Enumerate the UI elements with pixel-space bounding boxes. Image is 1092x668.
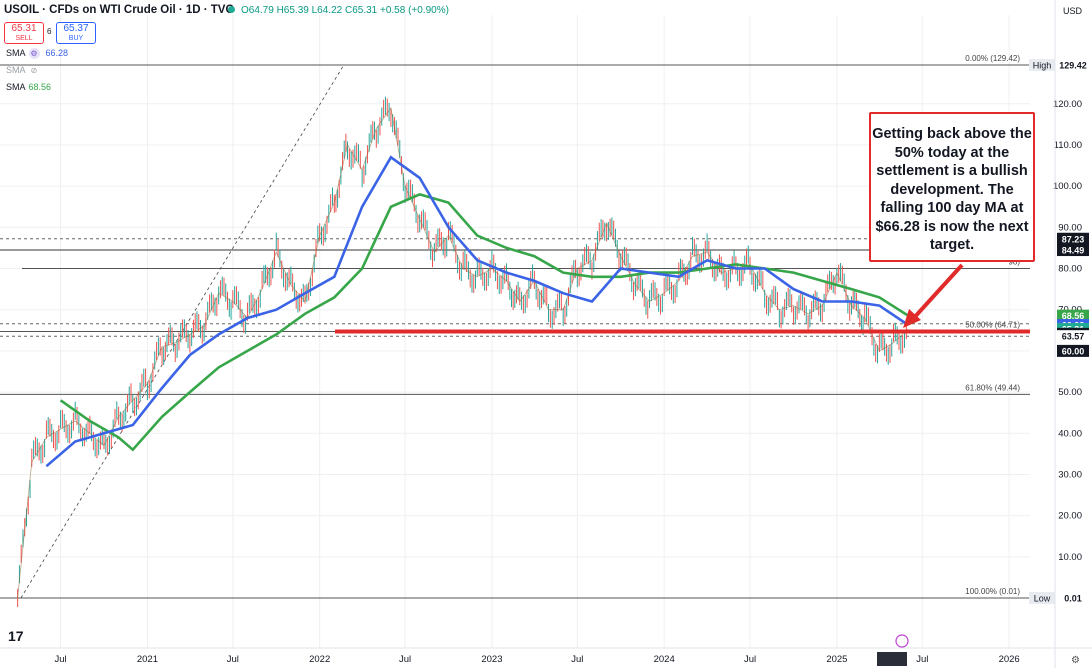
- sell-button[interactable]: 65.31 SELL: [4, 22, 44, 44]
- symbol-title[interactable]: USOIL · CFDs on WTI Crude Oil · 1D · TVC: [4, 4, 234, 16]
- price-label-bg: [1057, 591, 1089, 604]
- sell-label: SELL: [15, 35, 33, 42]
- callout-arrow-line: [910, 263, 964, 322]
- price-label: 63.57: [1062, 332, 1085, 342]
- x-tick-label: 2022: [309, 654, 330, 665]
- buy-price: 65.37: [63, 23, 89, 34]
- sma-100-line: [45, 155, 909, 468]
- price-tag-bg: [1029, 591, 1055, 604]
- settings-gear-icon[interactable]: ⚙: [1071, 655, 1080, 666]
- price-tag: High: [1033, 61, 1052, 71]
- indicator-label: SMA: [6, 65, 26, 75]
- y-tick-label: 40.00: [1058, 428, 1082, 439]
- price-label: 60.00: [1062, 346, 1085, 356]
- y-tick-label: 10.00: [1058, 552, 1082, 563]
- x-tick-label: Jul: [227, 654, 239, 665]
- price-label-bg: [1057, 344, 1089, 357]
- fib-level-label: 98): [1008, 258, 1020, 267]
- y-tick-label: 110.00: [1054, 140, 1082, 151]
- fib-level-label: 0.00% (129.42): [965, 54, 1020, 63]
- price-tag: Low: [1034, 593, 1051, 603]
- chart-header: USOIL · CFDs on WTI Crude Oil · 1D · TVC…: [0, 0, 1040, 22]
- price-line: [17, 106, 909, 599]
- ohlc-readout: O64.79 H65.39 L64.22 C65.31 +0.58 (+0.90…: [241, 5, 449, 16]
- x-tick-label: 2023: [481, 654, 502, 665]
- x-tick-label: Jul: [55, 654, 67, 665]
- indicator-sma-hidden[interactable]: SMA ⊘: [6, 65, 43, 76]
- current-date-marker: [877, 652, 907, 666]
- candles: [17, 96, 907, 608]
- currency-label[interactable]: USD: [1062, 6, 1082, 16]
- price-label-bg: [1057, 244, 1089, 257]
- price-label: 87.23: [1062, 234, 1085, 244]
- x-tick-label: Jul: [744, 654, 756, 665]
- x-tick-label: 2024: [654, 654, 675, 665]
- annotation-callout: Getting back above the 50% today at the …: [869, 112, 1035, 262]
- x-tick-label: Jul: [916, 654, 928, 665]
- indicator-label: SMA: [6, 82, 26, 92]
- price-label-bg: [1057, 309, 1089, 322]
- indicator-sma-100[interactable]: SMA ⚙ 66.28: [6, 48, 69, 60]
- y-tick-label: 50.00: [1058, 387, 1082, 398]
- fib-level-label: 100.00% (0.01): [965, 587, 1020, 596]
- buy-button[interactable]: 65.37 BUY: [56, 22, 96, 44]
- sell-price: 65.31: [11, 23, 37, 34]
- indicator-sma-200[interactable]: SMA 68.56: [6, 82, 51, 92]
- fib-level-label: 50.00% (64.71): [965, 321, 1020, 330]
- market-status-icon: [228, 6, 235, 13]
- y-tick-label: 90.00: [1058, 222, 1082, 233]
- y-tick-label: 100.00: [1053, 181, 1082, 192]
- indicator-value: 66.28: [45, 48, 69, 58]
- fib-trend-line: [20, 64, 345, 599]
- x-tick-label: 2026: [999, 654, 1020, 665]
- price-tag-bg: [1029, 59, 1055, 71]
- fib-level-label: 61.80% (49.44): [965, 383, 1020, 392]
- x-tick-label: 2021: [137, 654, 158, 665]
- price-label-bg: [1057, 232, 1089, 245]
- indicator-label: SMA: [6, 48, 26, 58]
- settings-icon[interactable]: ⚙: [28, 48, 40, 60]
- price-label-bg: [1057, 330, 1089, 343]
- y-tick-label: 120.00: [1053, 99, 1082, 110]
- price-label: 68.56: [1062, 311, 1085, 321]
- buy-label: BUY: [68, 35, 84, 42]
- y-tick-label: 20.00: [1058, 511, 1082, 522]
- indicator-value: 68.56: [28, 82, 52, 92]
- eye-off-icon[interactable]: ⊘: [30, 66, 38, 76]
- x-tick-label: Jul: [571, 654, 583, 665]
- x-tick-label: Jul: [399, 654, 411, 665]
- y-tick-label: 80.00: [1058, 264, 1082, 275]
- callout-arrow-head: [903, 309, 921, 328]
- y-tick-label: 30.00: [1058, 469, 1082, 480]
- event-icon: [895, 634, 909, 648]
- price-label: 0.01: [1064, 593, 1082, 603]
- price-label: 84.49: [1062, 246, 1085, 256]
- x-tick-label: 2025: [826, 654, 847, 665]
- spread-value: 6: [47, 27, 52, 36]
- tradingview-logo-icon: 17: [8, 628, 24, 644]
- price-label-bg: [1057, 59, 1089, 71]
- price-label: 129.42: [1059, 61, 1087, 71]
